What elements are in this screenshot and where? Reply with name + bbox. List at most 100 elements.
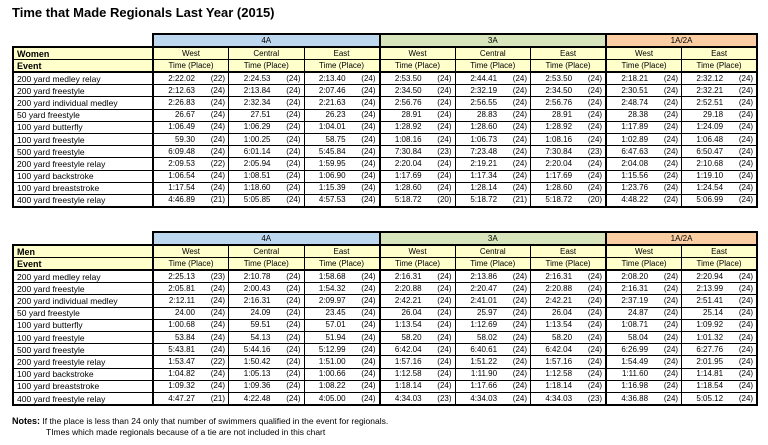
women-table: 4A 3A 1A/2A Women West Central East West Central… bbox=[12, 33, 768, 209]
time-place-value: 2:16.31 (24) bbox=[382, 272, 455, 282]
time-value: 2:10.78 bbox=[243, 271, 271, 281]
place-value: (24) bbox=[663, 134, 679, 144]
time-place-cell: 1:51.22 (24) bbox=[454, 355, 532, 369]
place-value: (24) bbox=[738, 369, 754, 379]
place-value: (22) bbox=[210, 73, 225, 83]
time-place-value: 1:28.92 (24) bbox=[382, 122, 455, 132]
time-value: 2:18.21 bbox=[621, 73, 649, 83]
place-value: (24) bbox=[738, 308, 754, 318]
notes-text-1: If the place is less than 24 only that n… bbox=[42, 416, 389, 427]
time-place-value: 1:58.68 (24) bbox=[305, 271, 378, 282]
time-value: 1:12.58 bbox=[394, 369, 422, 379]
time-value: 24.87 bbox=[628, 308, 649, 318]
time-place-cell: 2:16.31 (24) bbox=[378, 269, 456, 284]
time-place-value: 2:08.20 (24) bbox=[608, 272, 681, 282]
time-value: 2:19.21 bbox=[470, 158, 498, 168]
time-value: 2:32.34 bbox=[243, 97, 271, 107]
time-value: 53.84 bbox=[174, 332, 195, 342]
time-value: 1:28.60 bbox=[470, 122, 498, 132]
place-value: (24) bbox=[286, 85, 301, 95]
place-value: (24) bbox=[361, 369, 376, 379]
time-place-value: 6:42.04 (24) bbox=[532, 345, 605, 355]
event-name: 100 yard breaststroke bbox=[12, 181, 154, 195]
time-place-cell: 28.83 (24) bbox=[454, 108, 532, 122]
place-value: (24) bbox=[361, 296, 376, 306]
time-place-value: 1:02.89 (24) bbox=[608, 134, 681, 145]
time-value: 5:05.85 bbox=[243, 195, 271, 205]
time-place-value: 2:34.50 (24) bbox=[382, 86, 455, 96]
event-name: 100 yard backstroke bbox=[12, 169, 154, 183]
place-value: (24) bbox=[512, 296, 528, 306]
time-place-cell: 2:12.11 (24) bbox=[152, 294, 229, 308]
time-place-value: 58.04 (24) bbox=[608, 333, 681, 343]
time-value: 5:05.12 bbox=[696, 393, 724, 403]
region-header: Central bbox=[228, 46, 305, 60]
time-value: 2:37.19 bbox=[621, 296, 649, 306]
place-value: (24) bbox=[286, 356, 301, 366]
time-value: 1:11.60 bbox=[621, 369, 649, 379]
time-place-value: 1:17.66 (24) bbox=[456, 381, 530, 391]
time-place-value: 6:01.14 (24) bbox=[229, 147, 303, 157]
time-place-header: Time (Place) bbox=[378, 257, 456, 272]
time-place-value: 2:51.41 (24) bbox=[683, 296, 756, 306]
time-place-value: 53.84 (24) bbox=[155, 332, 228, 343]
time-place-cell: 2:16.31 (24) bbox=[530, 269, 608, 284]
time-place-value: 1:24.09 (24) bbox=[683, 122, 756, 132]
time-value: 2:10.68 bbox=[696, 158, 724, 168]
time-place-cell: 1:53.47 (22) bbox=[152, 355, 229, 369]
time-value: 2:20.47 bbox=[470, 283, 498, 293]
time-value: 1:19.10 bbox=[696, 171, 724, 181]
event-name: 400 yard freestyle relay bbox=[12, 193, 154, 209]
time-place-cell: 1:08.22 (24) bbox=[303, 379, 381, 393]
place-value: (24) bbox=[210, 320, 225, 330]
time-place-value: 1:17.69 (24) bbox=[382, 171, 455, 181]
place-value: (24) bbox=[663, 85, 679, 95]
time-value: 1:24.09 bbox=[696, 122, 724, 132]
time-place-cell: 2:18.21 (24) bbox=[605, 71, 683, 86]
time-place-cell: 2:00.43 (24) bbox=[228, 282, 305, 296]
time-value: 2:56.76 bbox=[545, 97, 573, 107]
time-place-header: Time (Place) bbox=[152, 257, 229, 272]
time-place-cell: 1:13.54 (24) bbox=[530, 318, 608, 333]
place-value: (24) bbox=[512, 271, 528, 281]
time-place-value: 2:16.31 (24) bbox=[608, 284, 681, 294]
time-place-cell: 4:46.89 (21) bbox=[152, 193, 229, 209]
time-place-value: 4:48.22 (24) bbox=[608, 195, 681, 205]
time-place-cell: 1:18.14 (24) bbox=[530, 379, 608, 393]
time-value: 25.14 bbox=[703, 308, 724, 318]
place-value: (24) bbox=[663, 308, 679, 318]
time-place-cell: 1:14.81 (24) bbox=[681, 367, 759, 381]
time-value: 1:18.14 bbox=[545, 381, 573, 391]
time-place-cell: 1:28.14 (24) bbox=[454, 181, 532, 195]
time-value: 1:54.49 bbox=[621, 356, 649, 366]
time-place-cell: 1:02.89 (24) bbox=[605, 132, 683, 147]
time-value: 2:52.51 bbox=[696, 97, 724, 107]
time-value: 2:13.84 bbox=[243, 85, 271, 95]
time-value: 1:58.68 bbox=[318, 271, 346, 281]
time-value: 1:14.81 bbox=[696, 369, 724, 379]
time-place-value: 2:56.76 (24) bbox=[532, 97, 605, 108]
time-place-cell: 2:01.95 (24) bbox=[681, 355, 759, 369]
time-place-cell: 27.51 (24) bbox=[228, 108, 305, 122]
time-place-cell: 1:15.56 (24) bbox=[605, 169, 683, 183]
event-name: 200 yard medley relay bbox=[12, 269, 154, 284]
time-place-value: 2:25.13 (23) bbox=[155, 271, 228, 282]
time-value: 1:28.60 bbox=[545, 183, 573, 193]
group-region-row: Women West Central East West Central East West E… bbox=[12, 46, 759, 60]
place-value: (24) bbox=[286, 110, 301, 120]
time-value: 26.23 bbox=[325, 110, 346, 120]
group-region-row: Men West Central East West Central East West Eas… bbox=[12, 244, 759, 259]
time-value: 2:25.13 bbox=[168, 271, 195, 281]
time-value: 2:32.19 bbox=[470, 85, 498, 95]
place-value: (24) bbox=[437, 356, 452, 366]
place-value: (24) bbox=[361, 183, 376, 193]
time-place-cell: 1:09.36 (24) bbox=[228, 379, 305, 393]
time-value: 1:06.29 bbox=[243, 122, 271, 132]
time-place-cell: 1:05.13 (24) bbox=[228, 367, 305, 381]
place-value: (24) bbox=[512, 146, 528, 156]
time-place-value: 1:28.60 (24) bbox=[382, 183, 455, 193]
time-value: 2:04.08 bbox=[621, 158, 649, 168]
table-row: 500 yard freestyle 6:09.48 (24) 6:01.14 (24)… bbox=[12, 145, 759, 159]
time-place-cell: 1:17.66 (24) bbox=[454, 379, 532, 393]
table-row: 50 yard freestyle 24.00 (24) 24.09 (24) 23.45… bbox=[12, 306, 759, 320]
